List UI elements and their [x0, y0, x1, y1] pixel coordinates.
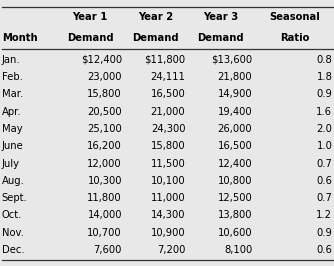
Text: 24,111: 24,111 — [151, 72, 185, 82]
Text: 10,600: 10,600 — [217, 228, 252, 238]
Text: 15,800: 15,800 — [151, 141, 185, 151]
Text: 11,000: 11,000 — [151, 193, 185, 203]
Text: Dec.: Dec. — [2, 245, 24, 255]
Text: 10,800: 10,800 — [218, 176, 252, 186]
Text: 16,500: 16,500 — [217, 141, 252, 151]
Text: June: June — [2, 141, 23, 151]
Text: 0.9: 0.9 — [316, 228, 332, 238]
Text: 0.7: 0.7 — [316, 193, 332, 203]
Text: Oct.: Oct. — [2, 210, 22, 221]
Text: Demand: Demand — [132, 33, 179, 43]
Text: Feb.: Feb. — [2, 72, 23, 82]
Text: 15,800: 15,800 — [87, 89, 122, 99]
Text: 10,100: 10,100 — [151, 176, 185, 186]
Text: Sept.: Sept. — [2, 193, 27, 203]
Text: 14,000: 14,000 — [88, 210, 122, 221]
Text: Demand: Demand — [197, 33, 244, 43]
Text: 16,500: 16,500 — [151, 89, 185, 99]
Text: 12,400: 12,400 — [217, 159, 252, 169]
Text: 1.2: 1.2 — [316, 210, 332, 221]
Text: 1.6: 1.6 — [316, 107, 332, 117]
Text: 11,800: 11,800 — [87, 193, 122, 203]
Text: 19,400: 19,400 — [217, 107, 252, 117]
Text: Apr.: Apr. — [2, 107, 21, 117]
Text: Year 3: Year 3 — [203, 12, 238, 22]
Text: 16,200: 16,200 — [87, 141, 122, 151]
Text: 1.8: 1.8 — [316, 72, 332, 82]
Text: Seasonal: Seasonal — [270, 12, 320, 22]
Text: 23,000: 23,000 — [88, 72, 122, 82]
Text: Ratio: Ratio — [280, 33, 309, 43]
Text: 7,200: 7,200 — [157, 245, 185, 255]
Text: 0.8: 0.8 — [317, 55, 332, 65]
Text: 24,300: 24,300 — [151, 124, 185, 134]
Text: 8,100: 8,100 — [224, 245, 252, 255]
Text: Year 2: Year 2 — [138, 12, 173, 22]
Text: 20,500: 20,500 — [87, 107, 122, 117]
Text: 1.0: 1.0 — [316, 141, 332, 151]
Text: 10,700: 10,700 — [87, 228, 122, 238]
Text: 0.6: 0.6 — [316, 176, 332, 186]
Text: May: May — [2, 124, 22, 134]
Text: 14,900: 14,900 — [217, 89, 252, 99]
Text: 10,900: 10,900 — [151, 228, 185, 238]
Text: 10,300: 10,300 — [88, 176, 122, 186]
Text: 13,800: 13,800 — [218, 210, 252, 221]
Text: 12,000: 12,000 — [87, 159, 122, 169]
Text: 14,300: 14,300 — [151, 210, 185, 221]
Text: 21,800: 21,800 — [217, 72, 252, 82]
Text: $11,800: $11,800 — [144, 55, 185, 65]
Text: July: July — [2, 159, 20, 169]
Text: $12,400: $12,400 — [81, 55, 122, 65]
Text: 7,600: 7,600 — [94, 245, 122, 255]
Text: Aug.: Aug. — [2, 176, 24, 186]
Text: Demand: Demand — [67, 33, 114, 43]
Text: 0.6: 0.6 — [316, 245, 332, 255]
Text: Year 1: Year 1 — [72, 12, 108, 22]
Text: Mar.: Mar. — [2, 89, 23, 99]
Text: Jan.: Jan. — [2, 55, 20, 65]
Text: 0.7: 0.7 — [316, 159, 332, 169]
Text: Nov.: Nov. — [2, 228, 23, 238]
Text: 26,000: 26,000 — [217, 124, 252, 134]
Text: 12,500: 12,500 — [217, 193, 252, 203]
Text: 0.9: 0.9 — [316, 89, 332, 99]
Text: Month: Month — [2, 33, 37, 43]
Text: $13,600: $13,600 — [211, 55, 252, 65]
Text: 25,100: 25,100 — [87, 124, 122, 134]
Text: 21,000: 21,000 — [151, 107, 185, 117]
Text: 11,500: 11,500 — [151, 159, 185, 169]
Text: 2.0: 2.0 — [316, 124, 332, 134]
